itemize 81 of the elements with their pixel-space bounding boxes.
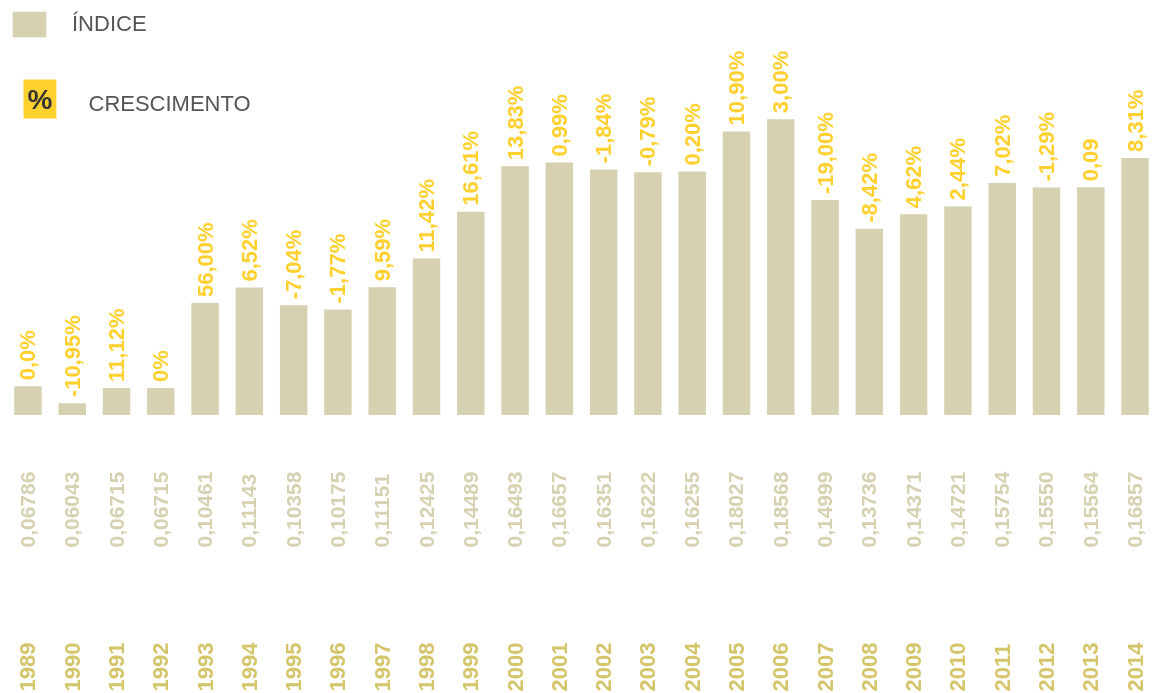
annotation: 0,0% (15, 330, 41, 381)
x-tick-label: 2014 (1122, 641, 1148, 692)
annotation: 4,62% (901, 145, 927, 209)
annotation: 13,83% (502, 85, 528, 161)
legend-label: ÍNDICE (72, 11, 147, 37)
data-label: 0,11143 (237, 473, 261, 548)
annotation: 3,00% (768, 50, 794, 114)
annotation: 16,61% (458, 131, 484, 206)
annotation: % (27, 83, 53, 115)
x-tick-label: 1994 (236, 641, 262, 692)
data-label: 0,16493 (503, 471, 527, 548)
annotation: -1,29% (1033, 111, 1059, 182)
x-tick-label: 2003 (635, 642, 661, 692)
x-tick-label: 2013 (1078, 642, 1104, 692)
data-label: 0,14999 (813, 471, 837, 548)
x-tick-label: 2000 (502, 642, 528, 692)
annotation: 6,52% (236, 219, 262, 282)
x-tick-label: 1995 (281, 642, 307, 692)
x-tick-label: 2008 (856, 642, 882, 692)
x-tick-label: 2004 (679, 641, 705, 692)
data-label: 0,06786 (15, 471, 39, 548)
data-label: 0,15754 (990, 471, 1014, 548)
x-tick-label: 1989 (15, 642, 41, 692)
annotation: 0,99% (546, 94, 572, 157)
data-label: 0,14371 (901, 471, 925, 548)
x-tick-label: 2006 (768, 642, 794, 692)
data-label: 0,16255 (680, 471, 704, 548)
x-tick-label: 1991 (104, 642, 130, 692)
annotation: 10,90% (723, 50, 749, 126)
x-tick-label: 1990 (59, 642, 85, 692)
data-label: 0,10358 (281, 471, 305, 548)
data-label: 0,16222 (635, 471, 659, 548)
data-label: 0,10175 (325, 471, 349, 548)
annotation: 9,59% (369, 218, 395, 282)
x-tick-label: 2002 (591, 642, 617, 692)
annotation: 56,00% (192, 222, 218, 297)
annotation: -1,84% (591, 93, 617, 164)
data-label: 0,10461 (193, 471, 217, 548)
x-tick-label: 1992 (148, 642, 174, 692)
data-label: 0,13736 (857, 471, 881, 548)
annotation: 11,12% (104, 308, 130, 382)
data-label: 0,06715 (148, 471, 172, 548)
data-label: 0,14721 (945, 471, 969, 548)
x-tick-label: 2009 (901, 642, 927, 692)
x-tick-label: 2011 (989, 643, 1015, 692)
annotation: CRESCIMENTO (88, 90, 251, 116)
data-label: 0,18568 (768, 471, 792, 548)
data-label: 0,11151 (370, 473, 394, 548)
annotation: 8,31% (1122, 89, 1148, 152)
x-tick-label: 2007 (812, 642, 838, 692)
data-label: 0,16351 (591, 471, 615, 548)
annotation: 0% (148, 350, 174, 382)
annotation: 11,42% (414, 179, 440, 253)
x-tick-label: 1993 (192, 642, 218, 692)
x-tick-label: 1998 (414, 642, 440, 692)
annotation: 2,44% (945, 138, 971, 201)
data-label: 0,15550 (1034, 471, 1058, 548)
annotation: 0,20% (679, 103, 705, 166)
annotation: -1,77% (325, 233, 351, 304)
annotation: 7,02% (989, 114, 1015, 177)
data-label: 0,06715 (104, 471, 128, 548)
data-label: 0,14489 (458, 471, 482, 548)
x-tick-label: 2012 (1033, 642, 1059, 692)
annotation: -7,04% (281, 229, 307, 300)
x-tick-label: 2010 (945, 642, 971, 692)
data-label: 0,06043 (60, 471, 84, 548)
data-label: 0,16657 (547, 471, 571, 548)
data-label: 0,18027 (724, 471, 748, 548)
annotation: -8,42% (856, 153, 882, 223)
annotation: -0,79% (635, 96, 661, 167)
x-tick-label: 1999 (458, 642, 484, 692)
annotation: -10,95% (59, 315, 85, 398)
annotation: -19,00% (812, 112, 838, 195)
x-tick-label: 1996 (325, 642, 351, 692)
x-tick-label: 2005 (723, 642, 749, 692)
data-label: 0,16857 (1123, 471, 1147, 548)
data-label: 0,15564 (1078, 471, 1102, 548)
x-tick-label: 2001 (546, 642, 572, 692)
x-tick-label: 1997 (369, 642, 395, 692)
data-label: 0,12425 (414, 471, 438, 548)
annotation: 0,09 (1078, 138, 1104, 182)
